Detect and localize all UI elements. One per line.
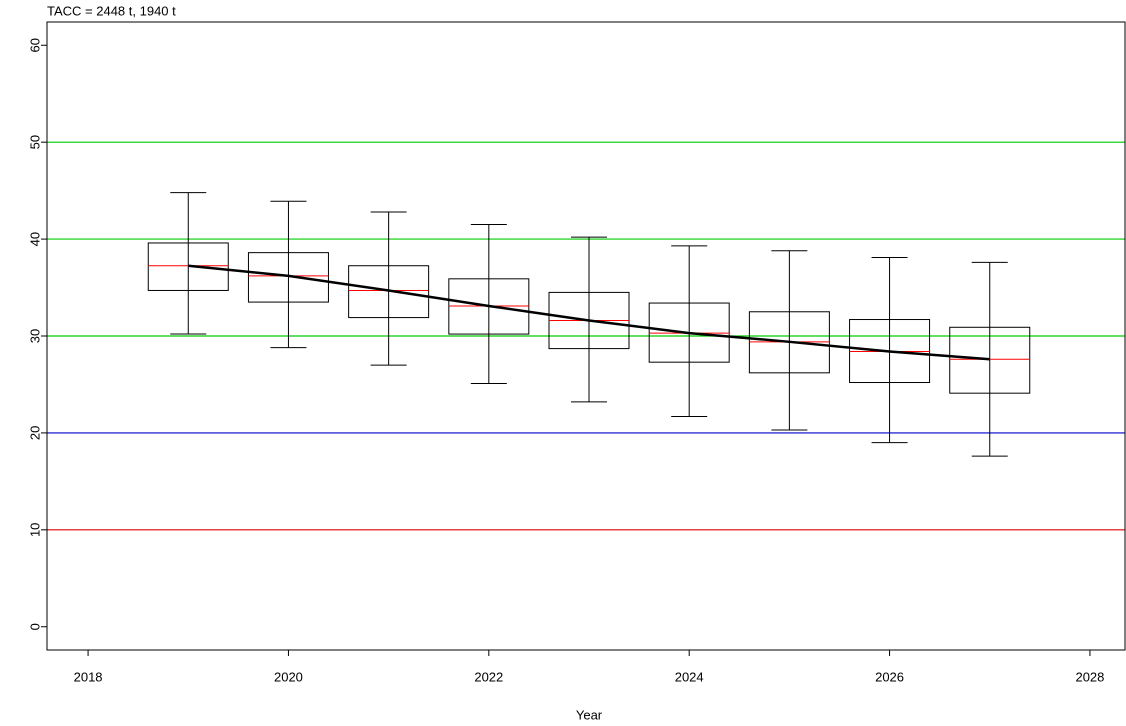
box: [247, 252, 329, 303]
chart-title: TACC = 2448 t, 1940 t: [47, 3, 176, 18]
y-tick-label: 0: [27, 623, 42, 630]
trend-line: [188, 264, 990, 361]
x-tick-label: 2024: [675, 669, 704, 684]
box: [348, 265, 430, 319]
y-tick-label: 60: [27, 38, 42, 52]
x-tick-label: 2026: [875, 669, 904, 684]
y-tick-label: 40: [27, 232, 42, 246]
y-tick-label: 50: [27, 135, 42, 149]
box: [147, 242, 229, 291]
box: [949, 326, 1031, 394]
x-tick-label: 2020: [274, 669, 303, 684]
y-tick-label: 10: [27, 523, 42, 537]
x-axis-label: Year: [576, 707, 603, 722]
y-tick-label: 20: [27, 426, 42, 440]
x-tick-label: 2022: [474, 669, 503, 684]
x-tick-label: 2018: [74, 669, 103, 684]
y-tick-label: 30: [27, 329, 42, 343]
x-tick-label: 2028: [1075, 669, 1104, 684]
